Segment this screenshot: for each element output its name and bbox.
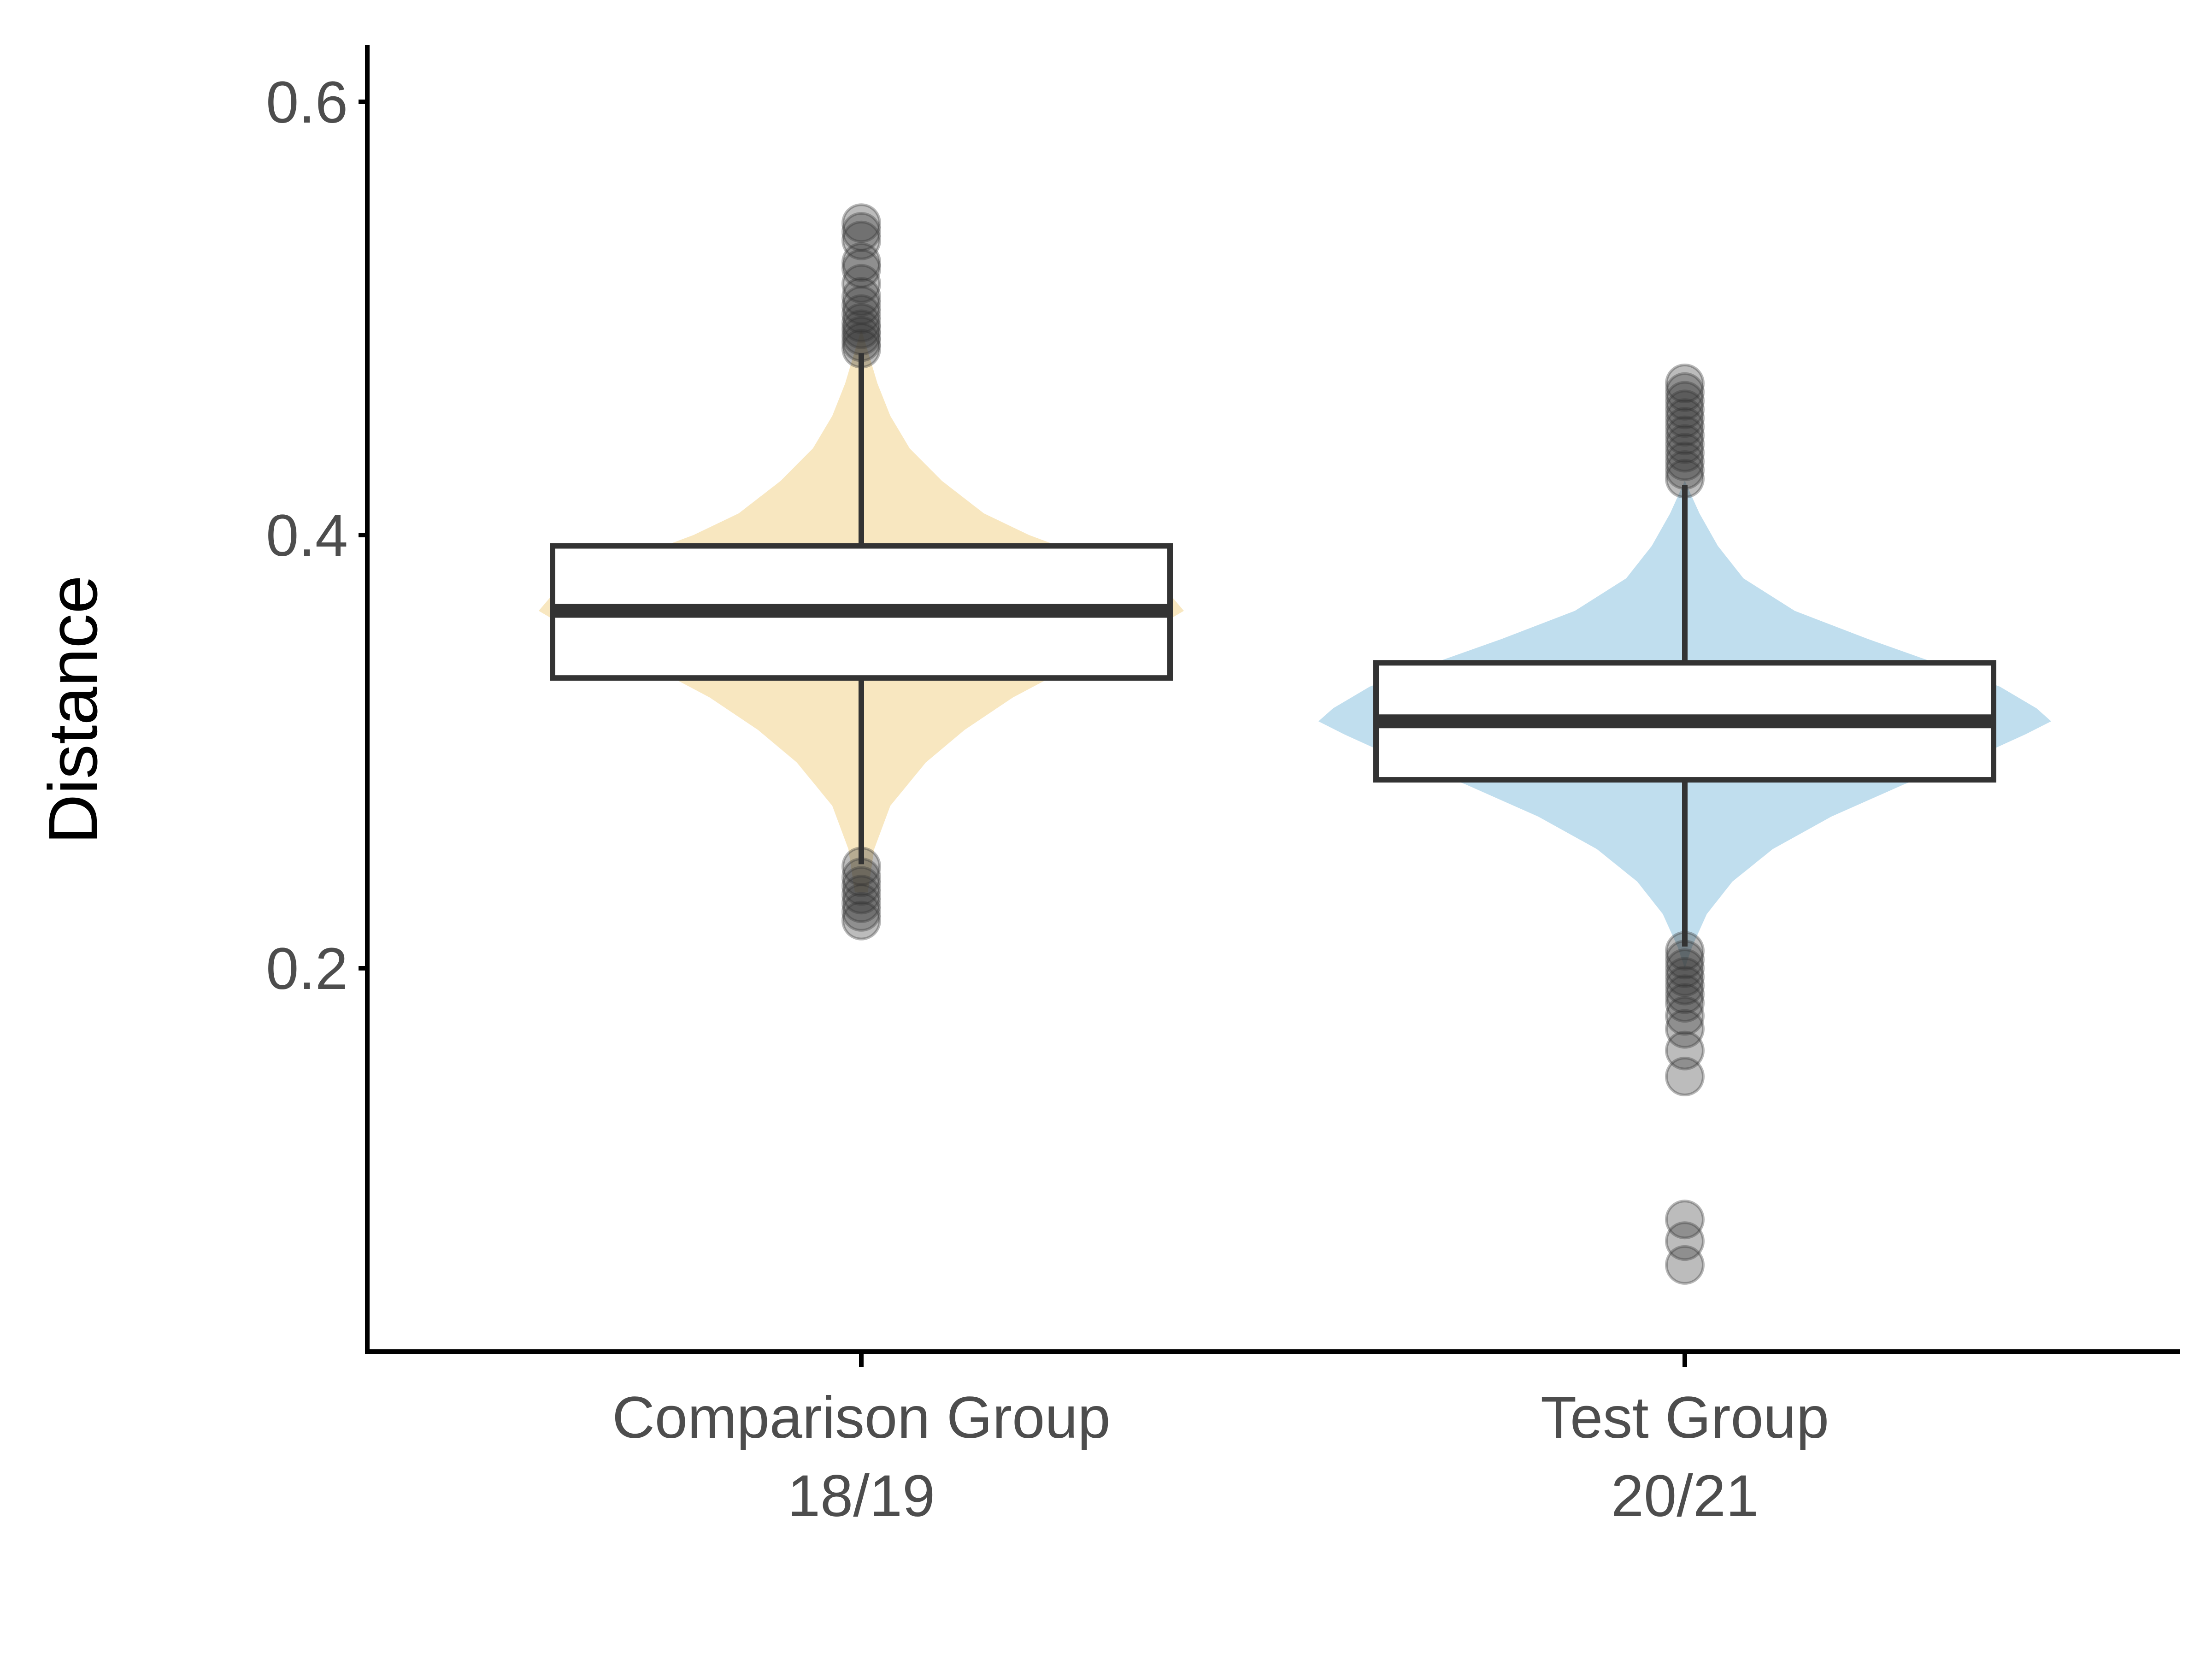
- outlier-point: [1665, 407, 1705, 447]
- y-axis-title: Distance: [34, 575, 112, 844]
- outlier-point: [1665, 1221, 1705, 1261]
- outlier-point: [1665, 957, 1705, 997]
- outlier-point: [1665, 948, 1705, 988]
- outlier-point: [1665, 381, 1705, 421]
- outlier-point: [1665, 398, 1705, 438]
- outlier-point: [1665, 996, 1705, 1036]
- outlier-point: [841, 220, 881, 260]
- outlier-point: [841, 900, 881, 941]
- outlier-point: [841, 248, 881, 288]
- group-2: [1318, 364, 2051, 1285]
- x-tick-label-sub: 18/19: [788, 1463, 935, 1529]
- y-tick-label: 0.2: [266, 936, 348, 1002]
- outlier-point: [1665, 372, 1705, 412]
- outlier-point: [841, 212, 881, 252]
- outlier-point: [841, 875, 881, 915]
- y-tick-label: 0.6: [266, 70, 348, 135]
- outlier-point: [1665, 983, 1705, 1023]
- outlier-point: [1665, 974, 1705, 1014]
- outlier-point: [841, 847, 881, 887]
- outlier-point: [1665, 415, 1705, 455]
- outlier-point: [841, 892, 881, 932]
- y-tick-label: 0.4: [266, 503, 348, 569]
- outlier-point: [841, 294, 881, 334]
- outlier-point: [841, 866, 881, 906]
- outlier-point: [1665, 965, 1705, 1006]
- outlier-point: [841, 316, 881, 356]
- outlier-point: [841, 322, 881, 362]
- outlier-point: [1665, 433, 1705, 473]
- outlier-point: [841, 264, 881, 304]
- plot-area: [539, 203, 2051, 1285]
- outlier-point: [841, 309, 881, 349]
- outlier-point: [1665, 441, 1705, 482]
- x-axis-ticks: Comparison Group 18/19 Test Group 20/21: [612, 1352, 1829, 1529]
- y-axis-ticks: 0.2 0.4 0.6: [266, 70, 367, 1002]
- outlier-point: [1665, 1057, 1705, 1096]
- outlier-point: [1665, 1245, 1705, 1285]
- outlier-point: [1665, 459, 1705, 499]
- outlier-point: [841, 883, 881, 923]
- outlier-point: [1665, 1030, 1705, 1071]
- outlier-point: [1665, 450, 1705, 490]
- outlier-point: [841, 303, 881, 343]
- group-1: [539, 203, 1184, 941]
- x-tick-label-sub: 20/21: [1611, 1463, 1759, 1529]
- outlier-point: [841, 203, 881, 243]
- outlier-point: [841, 285, 881, 325]
- outlier-point: [1665, 940, 1705, 980]
- outlier-point: [1665, 424, 1705, 464]
- outlier-point: [1665, 389, 1705, 429]
- outlier-point: [841, 277, 881, 317]
- outlier-point: [841, 242, 881, 282]
- outlier-point: [1665, 364, 1705, 403]
- outlier-point: [1665, 1200, 1705, 1240]
- outlier-point: [841, 857, 881, 897]
- outlier-point: [841, 329, 881, 369]
- x-tick-label: Comparison Group: [612, 1385, 1110, 1451]
- outlier-point: [1665, 1009, 1705, 1049]
- outlier-point: [1665, 931, 1705, 971]
- x-tick-label: Test Group: [1541, 1385, 1829, 1451]
